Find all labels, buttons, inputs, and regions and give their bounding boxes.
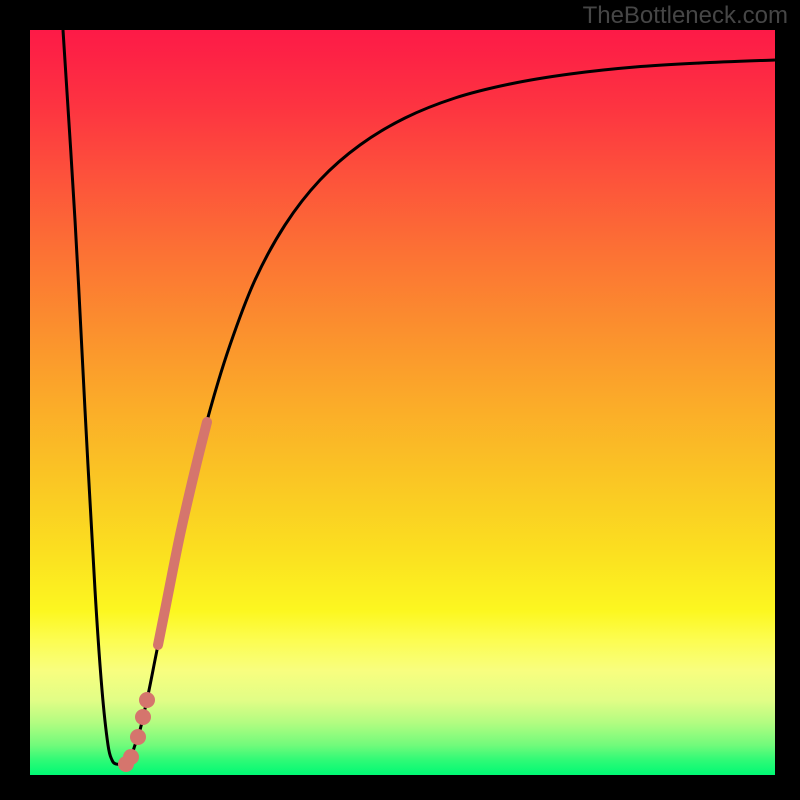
marker-group	[118, 692, 155, 772]
marker-dot	[139, 692, 155, 708]
marker-dot	[135, 709, 151, 725]
marker-dot	[130, 729, 146, 745]
marker-dot	[118, 756, 134, 772]
watermark-text: TheBottleneck.com	[583, 2, 788, 30]
main-curve	[63, 30, 775, 764]
plot-area	[30, 30, 775, 775]
highlight-strip	[158, 422, 207, 645]
curve-svg	[30, 30, 775, 775]
